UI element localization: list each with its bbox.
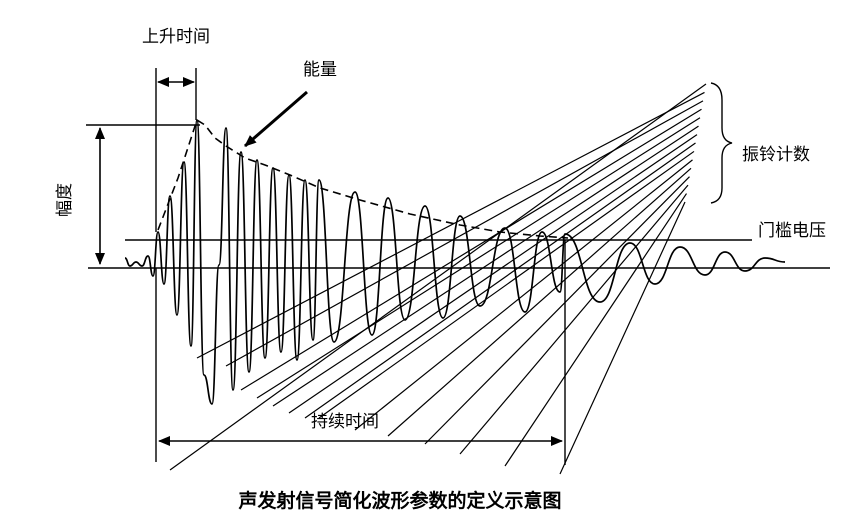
threshold-label: 门槛电压 <box>758 221 826 241</box>
diagram-caption: 声发射信号简化波形参数的定义示意图 <box>237 489 561 512</box>
ring-count-line <box>559 201 686 475</box>
ring-count-line <box>196 91 705 359</box>
amplitude-label: 幅度 <box>55 183 75 217</box>
energy-label: 能量 <box>303 60 337 80</box>
ring-count-line <box>504 193 687 467</box>
energy-arrow <box>244 90 308 148</box>
ring-count-line <box>424 176 690 445</box>
ring-count-line <box>240 108 702 391</box>
ring-count-label: 振铃计数 <box>742 145 810 165</box>
ring-count-line <box>272 125 699 407</box>
rise-time-label: 上升时间 <box>142 27 210 47</box>
ring-count-brace <box>710 82 733 204</box>
duration-label: 持续时间 <box>311 412 379 432</box>
ring-count-line <box>256 117 701 399</box>
ring-count-line <box>288 134 698 414</box>
ring-count-line <box>304 142 696 419</box>
ring-count-line <box>354 159 693 431</box>
ring-count-line <box>387 167 692 437</box>
ring-count-line <box>318 150 695 419</box>
ring-count-lines <box>169 83 707 475</box>
signal-waveform <box>124 119 786 405</box>
energy-envelope <box>157 118 569 239</box>
ring-count-line <box>459 184 689 455</box>
ring-count-line <box>225 100 704 367</box>
